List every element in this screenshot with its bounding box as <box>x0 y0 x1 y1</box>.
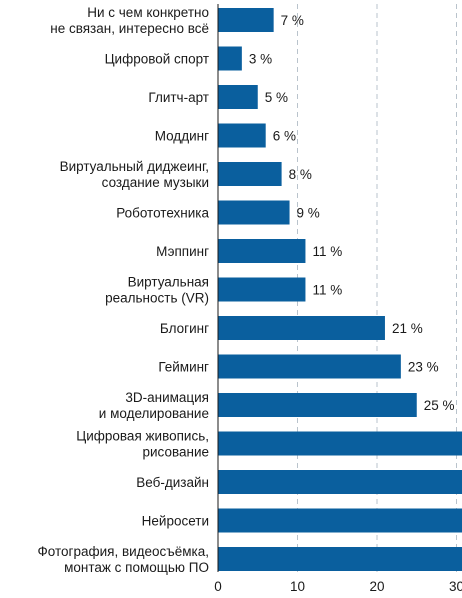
data-label: 23 % <box>408 360 439 375</box>
bar <box>218 123 266 148</box>
category-label: Фотография, видеосъёмка, монтаж с помощью… <box>38 544 209 575</box>
data-label: 5 % <box>265 90 288 105</box>
data-label: 7 % <box>281 13 304 28</box>
category-label: Нейросети <box>142 514 209 529</box>
category-label: Глитч-арт <box>148 90 209 105</box>
bar <box>218 547 462 571</box>
bar <box>218 277 306 302</box>
bar-layer <box>218 8 462 571</box>
bar <box>218 239 306 263</box>
bar <box>218 393 417 417</box>
category-label-layer: Ни с чем конкретно не связан, интересно в… <box>38 5 210 575</box>
category-label: Моддинг <box>155 129 209 144</box>
data-label: 11 % <box>312 244 342 259</box>
category-label: Виртуальный диджеинг, создание музыки <box>60 159 209 190</box>
bar <box>218 431 462 456</box>
bar <box>218 316 385 340</box>
bar <box>218 508 462 533</box>
category-label: Мэппинг <box>156 244 209 259</box>
bar <box>218 162 282 186</box>
data-label: 6 % <box>273 129 296 144</box>
x-tick-layer: 01020304050 <box>214 579 462 594</box>
bar <box>218 354 401 379</box>
category-label: Блогинг <box>160 321 209 336</box>
bar <box>218 8 274 32</box>
category-label: Робототехника <box>116 206 209 221</box>
category-label: Цифровая живопись, рисование <box>76 429 209 460</box>
data-label: 21 % <box>392 321 423 336</box>
x-tick-label: 20 <box>369 579 384 594</box>
bar <box>218 46 242 71</box>
category-label: Веб-дизайн <box>136 475 209 490</box>
bar <box>218 470 462 494</box>
data-label: 3 % <box>249 52 272 67</box>
x-tick-label: 30 <box>449 579 462 594</box>
category-label: Гейминг <box>158 360 209 375</box>
category-label: 3D-анимация и моделирование <box>99 390 209 421</box>
data-label: 9 % <box>297 206 320 221</box>
category-label: Виртуальная реальность (VR) <box>105 275 209 306</box>
category-label: Цифровой спорт <box>105 52 209 67</box>
value-label-layer: 7 %3 %5 %6 %8 %9 %11 %11 %21 %23 %25 %32… <box>249 13 455 413</box>
bar <box>218 85 258 109</box>
data-label: 8 % <box>289 167 312 182</box>
category-label: Ни с чем конкретно не связан, интересно в… <box>50 5 209 36</box>
x-tick-label: 0 <box>214 579 222 594</box>
bar <box>218 200 290 225</box>
data-label: 11 % <box>312 283 342 298</box>
data-label: 25 % <box>424 398 455 413</box>
x-tick-label: 10 <box>290 579 305 594</box>
